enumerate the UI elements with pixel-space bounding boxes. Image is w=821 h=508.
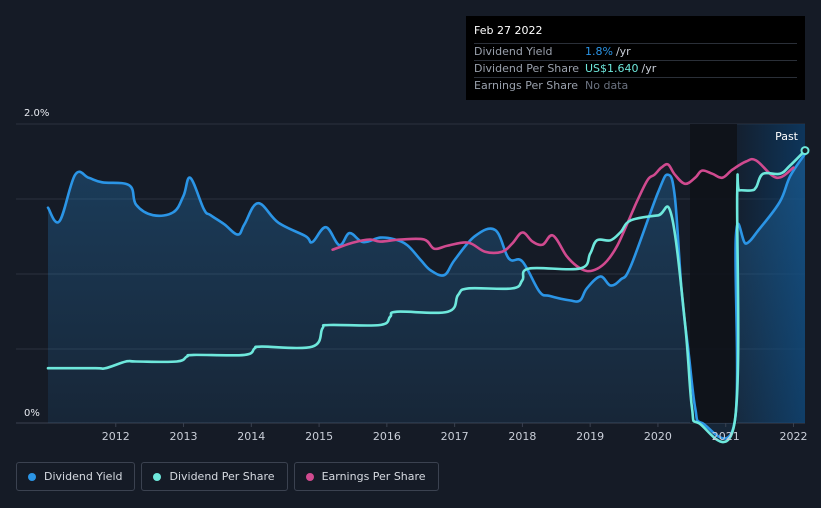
y-axis-top-label: 2.0% (24, 108, 49, 119)
earnings-per-share-line (331, 157, 795, 273)
tooltip-value: US$1.640 (585, 62, 639, 75)
dividend-yield-area-fill (48, 153, 805, 439)
x-tick-label: 2020 (644, 430, 672, 443)
series-lines (46, 149, 807, 444)
legend-dividend-per-share[interactable]: Dividend Per Share (141, 462, 288, 491)
x-tick-label: 2016 (373, 430, 401, 443)
y-axis-bottom-label: 0% (24, 408, 40, 419)
tooltip-row-dividend-yield: Dividend Yield 1.8%/yr (474, 43, 797, 60)
tooltip-date: Feb 27 2022 (474, 24, 543, 37)
legend: Dividend Yield Dividend Per Share Earnin… (16, 462, 439, 491)
tooltip-unit: /yr (615, 45, 631, 58)
x-tick-label: 2013 (170, 430, 198, 443)
legend-label: Dividend Per Share (169, 470, 275, 483)
legend-dot-icon (153, 472, 162, 481)
tooltip-row-dividend-per-share: Dividend Per Share US$1.640/yr (474, 60, 797, 77)
x-tick-label: 2021 (712, 430, 740, 443)
x-tick-label: 2014 (237, 430, 265, 443)
x-tick-label: 2012 (102, 430, 130, 443)
tooltip-label: Earnings Per Share (474, 79, 579, 92)
x-tick-label: 2019 (576, 430, 604, 443)
dividend-per-share-line (46, 149, 807, 444)
x-tick-label: 2017 (441, 430, 469, 443)
legend-dot-icon (305, 472, 314, 481)
tooltip-row-earnings-per-share: Earnings Per Share No data (474, 77, 797, 94)
gap-region-shade (690, 124, 737, 423)
x-tick-label: 2018 (508, 430, 536, 443)
hover-tooltip: Feb 27 2022 Dividend Yield 1.8%/yr Divid… (466, 16, 805, 100)
legend-label: Earnings Per Share (321, 470, 426, 483)
past-label: Past (775, 130, 799, 143)
legend-label: Dividend Yield (44, 470, 123, 483)
tooltip-value: No data (585, 79, 629, 92)
tooltip-label: Dividend Yield (474, 45, 553, 58)
x-axis-ticks: 2012 2013 2014 2015 2016 2017 2018 2019 2020 2021… (102, 423, 807, 443)
current-value-marker (800, 146, 810, 156)
dividend-yield-area (48, 153, 805, 439)
legend-dot-icon (28, 472, 36, 481)
x-tick-label: 2015 (305, 430, 333, 443)
legend-dividend-yield[interactable]: Dividend Yield (16, 462, 136, 491)
tooltip-label: Dividend Per Share (474, 62, 580, 75)
legend-earnings-per-share[interactable]: Earnings Per Share (293, 462, 439, 491)
tooltip-value: 1.8% (585, 45, 613, 58)
tooltip-unit: /yr (641, 62, 657, 75)
x-tick-label: 2022 (779, 430, 807, 443)
